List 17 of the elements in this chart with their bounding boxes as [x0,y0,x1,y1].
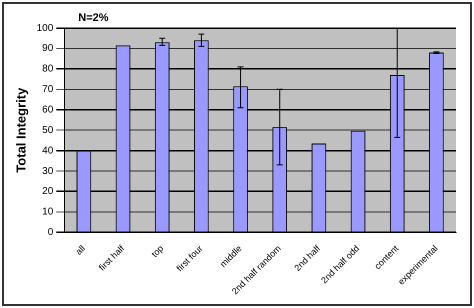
text: N=2% [78,12,109,24]
y-tick-label: 70 [42,84,54,96]
y-tick-label: 50 [42,124,54,136]
x-tick-label: all [74,243,88,257]
y-tick-label: 90 [42,43,54,54]
x-tick-label: first four [174,243,205,274]
y-tick-label: 40 [42,145,54,156]
x-tick-label: first half [96,242,127,273]
y-tick-label: 60 [42,104,54,116]
y-axis-title: Total Integrity [13,86,28,173]
y-tick-label: 10 [42,206,54,218]
x-tick-label: top [149,243,166,260]
y-tick-label: 100 [36,22,54,34]
y-tick-label: 20 [42,186,54,198]
y-tick-label: 0 [48,227,54,238]
y-tick-label: 30 [42,166,54,177]
y-tick-label: 80 [42,64,54,75]
